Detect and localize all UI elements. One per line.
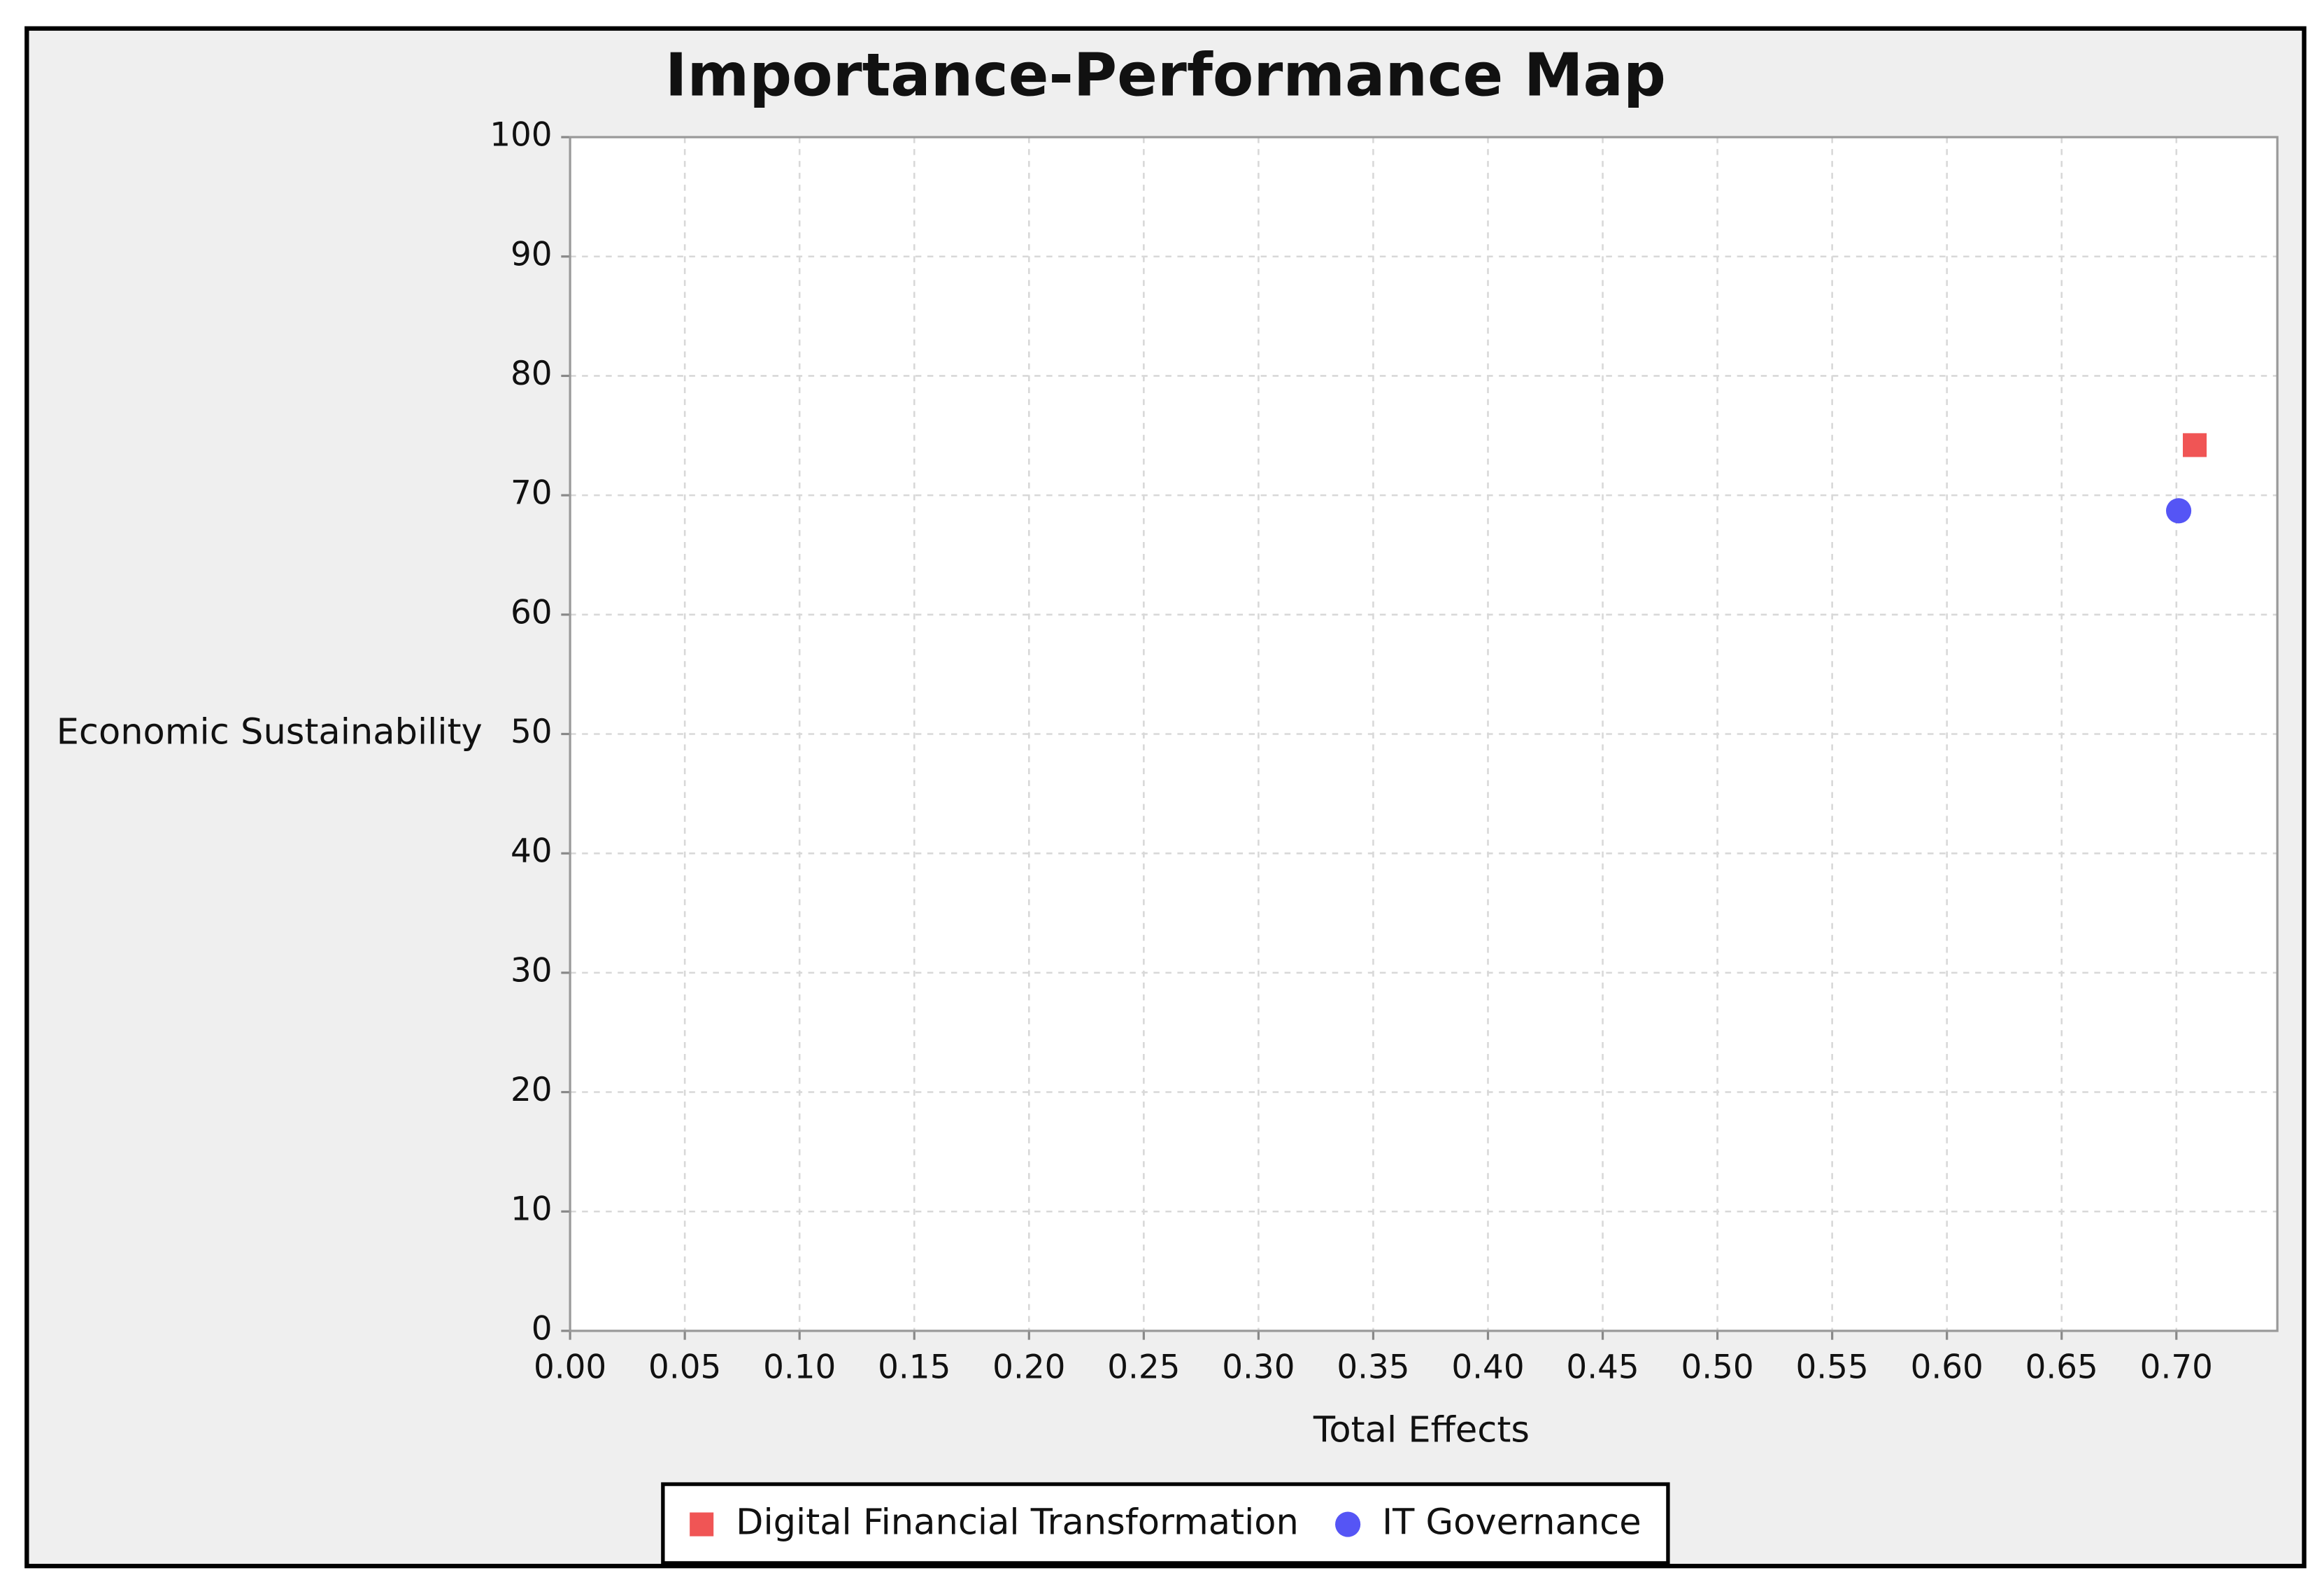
x-tick-label: 0.30 [1222,1349,1295,1387]
point [2183,433,2207,457]
x-tick-label: 0.60 [1911,1349,1983,1387]
x-tick-label: 0.40 [1451,1349,1524,1387]
chart-title: Importance-Performance Map [665,41,1666,110]
legend-box [661,1482,1670,1565]
legend-marker [690,1512,714,1537]
x-tick-label: 0.00 [534,1349,606,1387]
y-tick-label: 40 [511,833,553,871]
x-axis-label: Total Effects [1313,1410,1530,1451]
legend-marker [1335,1511,1361,1537]
x-tick-label: 0.05 [648,1349,721,1387]
y-tick-label: 70 [511,475,553,513]
y-tick-label: 60 [511,594,553,632]
x-tick-label: 0.70 [2140,1349,2213,1387]
y-tick-label: 30 [511,952,553,990]
x-tick-label: 0.25 [1107,1349,1180,1387]
x-tick-label: 0.65 [2025,1349,2098,1387]
y-tick-label: 80 [511,355,553,393]
plot-area [570,137,2278,1331]
x-tick-label: 0.20 [992,1349,1065,1387]
point [2165,498,2192,524]
y-tick-label: 50 [511,713,553,751]
x-tick-label: 0.45 [1566,1349,1639,1387]
x-tick-label: 0.10 [763,1349,836,1387]
x-tick-label: 0.55 [1796,1349,1869,1387]
y-tick-label: 100 [490,117,552,155]
y-axis-label: Economic Sustainability [57,711,483,753]
y-tick-label: 20 [511,1071,553,1109]
plot-border [569,136,2279,1332]
y-tick-label: 90 [511,236,553,273]
x-tick-label: 0.15 [878,1349,950,1387]
legend-label: IT Governance [1382,1502,1641,1544]
x-tick-label: 0.35 [1337,1349,1409,1387]
y-tick-label: 10 [511,1191,553,1229]
x-tick-label: 0.50 [1681,1349,1753,1387]
y-tick-label: 0 [532,1310,553,1348]
legend-label: Digital Financial Transformation [736,1502,1299,1544]
legend: Digital Financial Transformation IT Gover… [661,1482,1670,1565]
